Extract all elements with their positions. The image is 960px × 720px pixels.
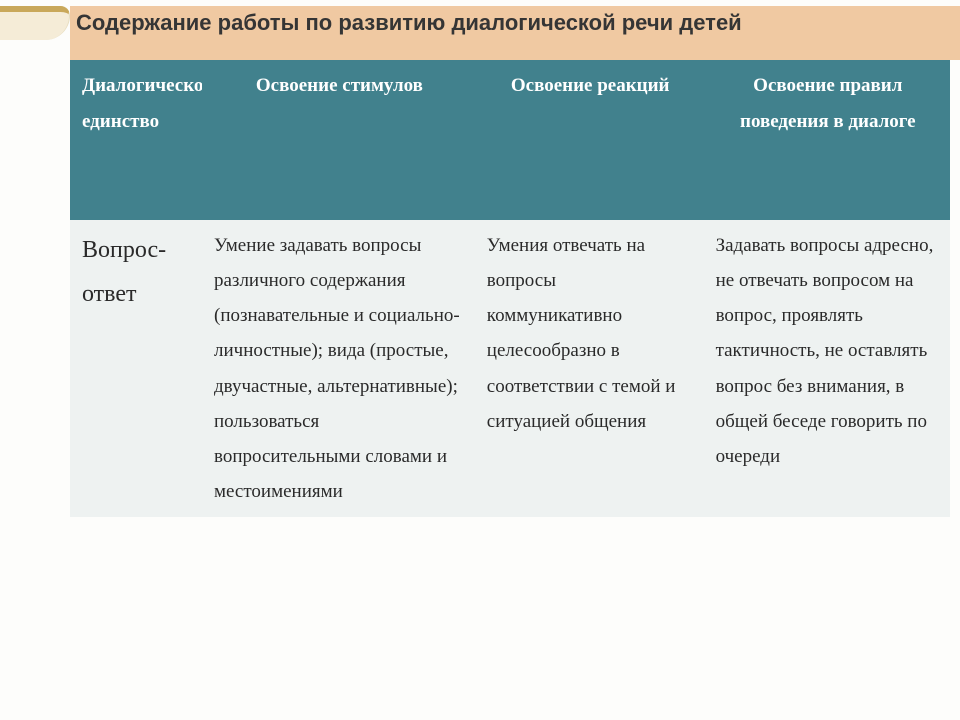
row1-col2: Умение задавать вопросы различного содер… bbox=[202, 220, 475, 517]
table-row: Вопрос-ответ Умение задавать вопросы раз… bbox=[70, 220, 950, 517]
header-col3: Освоение реакций bbox=[475, 60, 704, 220]
header-col4: Освоение правил поведения в диалоге bbox=[704, 60, 950, 220]
content-table: Диалогическое единство Освоение стимулов… bbox=[70, 60, 950, 517]
header-col1: Диалогическое единство bbox=[70, 60, 202, 220]
table-header-row: Диалогическое единство Освоение стимулов… bbox=[70, 60, 950, 220]
page-title: Содержание работы по развитию диалогичес… bbox=[70, 6, 960, 60]
row1-col3: Умения отвечать на вопросы коммуникативн… bbox=[475, 220, 704, 517]
header-col2: Освоение стимулов bbox=[202, 60, 475, 220]
row1-label: Вопрос-ответ bbox=[70, 220, 202, 517]
corner-decoration bbox=[0, 6, 70, 40]
row1-col4: Задавать вопросы адресно, не отвечать во… bbox=[704, 220, 950, 517]
